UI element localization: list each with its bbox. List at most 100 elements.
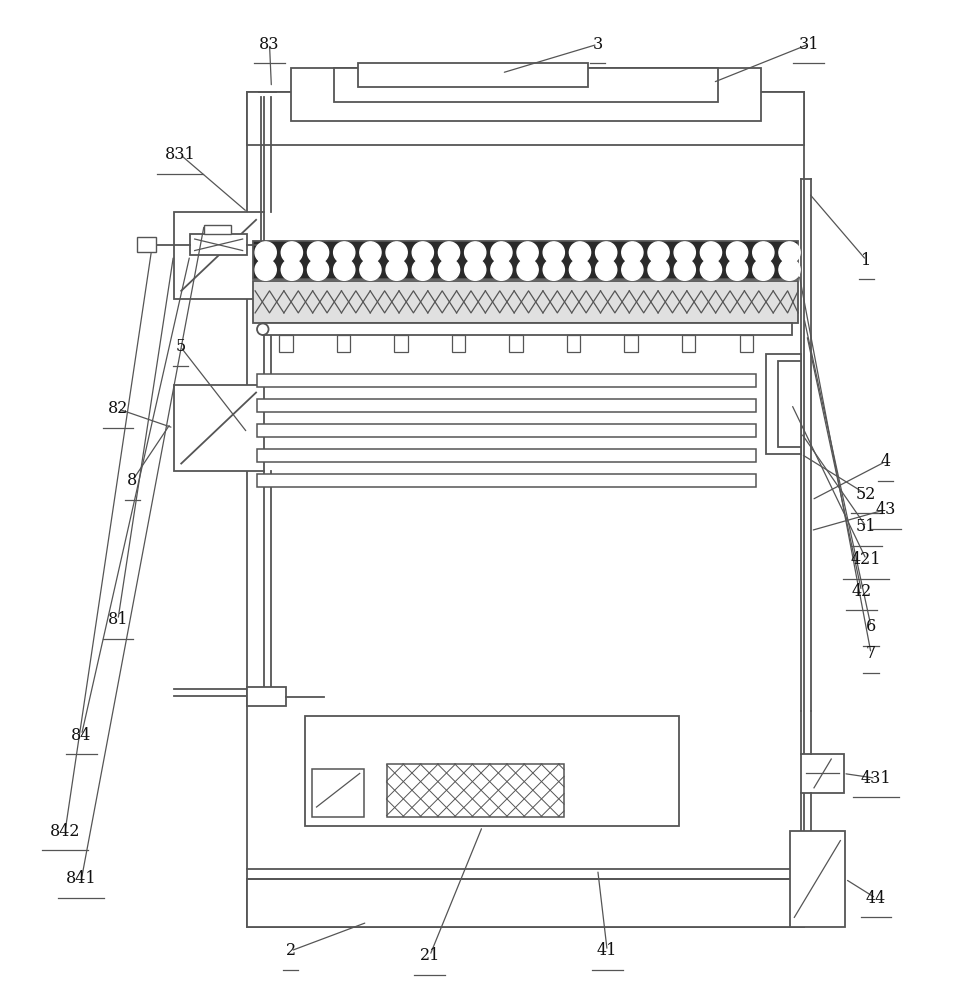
Bar [765,354,801,454]
Circle shape [648,259,669,280]
Text: 2: 2 [286,942,295,959]
Bar [205,225,232,234]
Text: 842: 842 [50,823,80,840]
Circle shape [386,242,407,263]
Bar [290,68,760,121]
Bar [257,399,756,412]
Circle shape [281,259,302,280]
Text: 3: 3 [593,36,603,53]
Circle shape [595,242,617,263]
Circle shape [595,259,617,280]
Text: 43: 43 [875,501,896,518]
Bar [778,361,801,447]
Circle shape [255,242,276,263]
Circle shape [675,259,696,280]
Bar [257,449,756,462]
Circle shape [753,259,774,280]
Text: 5: 5 [176,338,185,355]
Circle shape [779,242,800,263]
Circle shape [438,259,459,280]
Circle shape [701,242,722,263]
Bar [257,424,756,437]
Circle shape [543,259,565,280]
Bar [358,63,588,87]
Bar [174,385,263,471]
Text: 83: 83 [260,36,280,53]
Text: 4: 4 [880,453,891,470]
Circle shape [517,259,538,280]
Bar [174,212,263,299]
Bar [395,335,407,352]
Bar [190,234,247,255]
Circle shape [412,242,433,263]
Circle shape [727,242,748,263]
Text: 831: 831 [165,146,196,163]
Bar [624,335,638,352]
Text: 421: 421 [851,551,882,568]
Text: 1: 1 [861,252,871,269]
Circle shape [753,242,774,263]
Circle shape [517,242,538,263]
Text: 21: 21 [420,947,440,964]
Circle shape [648,242,669,263]
Circle shape [334,242,355,263]
Text: 431: 431 [861,770,892,787]
Circle shape [360,242,381,263]
Bar [247,92,804,927]
Circle shape [621,242,643,263]
Circle shape [360,259,381,280]
Circle shape [438,242,459,263]
Circle shape [386,259,407,280]
Circle shape [491,259,512,280]
Text: 81: 81 [108,611,128,628]
Circle shape [621,259,643,280]
Bar [801,754,844,793]
Text: 31: 31 [798,36,819,53]
Circle shape [308,242,329,263]
Circle shape [308,259,329,280]
Circle shape [701,259,722,280]
Circle shape [491,242,512,263]
Circle shape [543,242,565,263]
Text: 51: 51 [856,518,876,535]
Text: 84: 84 [71,727,92,744]
Circle shape [281,242,302,263]
Bar [137,237,156,252]
Circle shape [569,242,591,263]
Text: 41: 41 [597,942,618,959]
Bar [789,831,845,927]
Bar [739,335,753,352]
Text: 52: 52 [856,486,876,503]
Text: 841: 841 [67,870,96,887]
Text: 7: 7 [866,645,876,662]
Circle shape [727,259,748,280]
Bar [253,241,798,279]
Text: 44: 44 [866,890,886,907]
Bar [262,323,792,335]
Bar [566,335,580,352]
Bar [247,879,804,927]
Bar [247,92,804,145]
Circle shape [412,259,433,280]
Text: 42: 42 [851,583,871,600]
Bar [312,769,365,817]
Bar [253,281,798,323]
Circle shape [675,242,696,263]
Bar [247,687,286,706]
Bar [257,474,756,487]
Circle shape [464,242,485,263]
Circle shape [334,259,355,280]
Circle shape [464,259,485,280]
Bar [257,374,756,387]
Bar [387,764,565,817]
Text: 8: 8 [127,472,137,489]
Bar [510,335,523,352]
Bar [337,335,350,352]
Text: 82: 82 [108,400,128,417]
Bar [334,68,718,102]
Circle shape [779,259,800,280]
Bar [452,335,465,352]
Text: 6: 6 [866,618,876,635]
Bar [279,335,292,352]
Bar [682,335,696,352]
